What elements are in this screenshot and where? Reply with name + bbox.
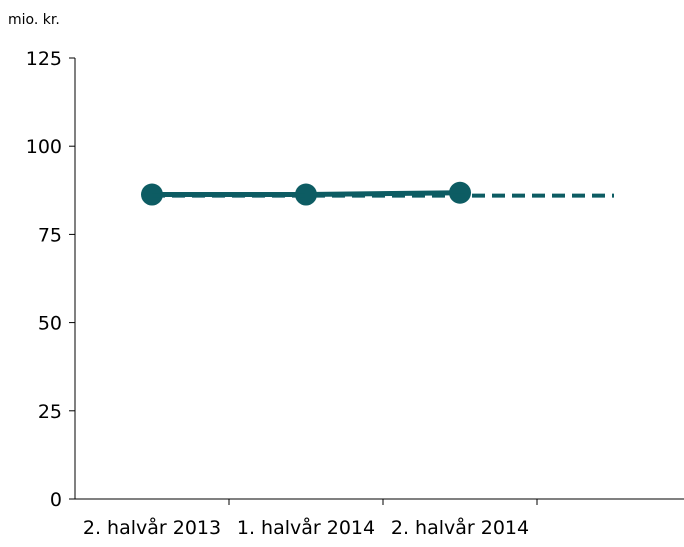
- y-tick-label: 125: [26, 48, 62, 70]
- y-axis: 0 25 50 75 100 125: [26, 48, 76, 511]
- series-layer: [141, 181, 614, 206]
- y-tick-label: 0: [50, 489, 62, 511]
- y-tick-label: 100: [26, 136, 62, 158]
- x-axis: 2. halvår 2013 1. halvår 2014 2. halvår 20…: [75, 498, 684, 539]
- x-category-label: 2. halvår 2014: [391, 516, 529, 539]
- y-tick-label: 25: [38, 401, 62, 423]
- y-axis-unit-label: mio. kr.: [8, 12, 60, 28]
- y-tick-label: 75: [38, 224, 62, 246]
- data-point-marker: [449, 181, 471, 204]
- x-category-label: 2. halvår 2013: [83, 516, 221, 539]
- data-point-marker: [295, 183, 317, 206]
- x-category-label: 1. halvår 2014: [237, 516, 375, 539]
- y-tick-label: 50: [38, 313, 62, 335]
